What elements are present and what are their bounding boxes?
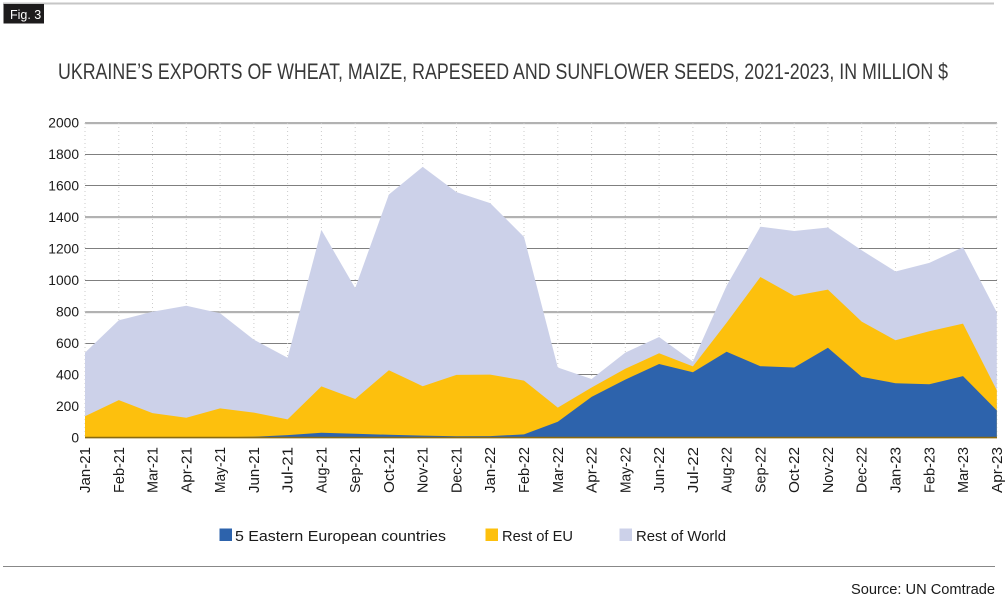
svg-text:Jun-22: Jun-22 (652, 447, 668, 493)
svg-text:Feb-23: Feb-23 (922, 447, 938, 493)
svg-text:Mar-22: Mar-22 (551, 447, 567, 493)
svg-text:Oct-21: Oct-21 (382, 447, 398, 493)
svg-text:Feb-22: Feb-22 (517, 447, 533, 493)
svg-text:Jan-22: Jan-22 (483, 447, 499, 493)
svg-text:Jan-23: Jan-23 (889, 447, 905, 493)
svg-text:Sep-21: Sep-21 (348, 447, 364, 493)
svg-text:400: 400 (56, 367, 79, 382)
svg-text:Mar-21: Mar-21 (146, 447, 162, 493)
svg-text:Rest of EU: Rest of EU (502, 528, 573, 545)
svg-text:Jul-21: Jul-21 (281, 447, 297, 493)
svg-text:Nov-22: Nov-22 (821, 447, 837, 493)
svg-text:Mar-23: Mar-23 (956, 447, 972, 493)
svg-text:Dec-22: Dec-22 (855, 447, 871, 493)
svg-text:800: 800 (56, 305, 79, 320)
svg-text:Jan-21: Jan-21 (78, 447, 94, 493)
svg-text:Fig. 3: Fig. 3 (10, 8, 41, 22)
svg-text:Jun-21: Jun-21 (247, 447, 263, 493)
svg-text:600: 600 (56, 336, 79, 351)
svg-text:Aug-21: Aug-21 (314, 447, 330, 493)
svg-text:Nov-21: Nov-21 (416, 447, 432, 493)
svg-text:Dec-21: Dec-21 (450, 447, 466, 493)
svg-text:Apr-22: Apr-22 (585, 447, 601, 493)
svg-text:Apr-23: Apr-23 (990, 447, 1006, 493)
svg-text:Jul-22: Jul-22 (686, 447, 702, 493)
svg-text:May-22: May-22 (618, 447, 634, 493)
svg-text:Aug-22: Aug-22 (720, 447, 736, 493)
svg-text:200: 200 (56, 399, 79, 414)
svg-text:Source: UN Comtrade: Source: UN Comtrade (851, 581, 995, 598)
svg-text:2000: 2000 (48, 116, 79, 131)
svg-text:Rest of World: Rest of World (636, 528, 726, 545)
svg-text:1800: 1800 (48, 147, 79, 162)
svg-text:Oct-22: Oct-22 (787, 447, 803, 493)
svg-text:UKRAINE’S EXPORTS OF WHEAT, MA: UKRAINE’S EXPORTS OF WHEAT, MAIZE, RAPES… (58, 59, 948, 84)
svg-text:May-21: May-21 (213, 447, 229, 493)
svg-text:Sep-22: Sep-22 (753, 447, 769, 493)
svg-text:1200: 1200 (48, 242, 79, 257)
svg-text:0: 0 (71, 430, 79, 445)
svg-text:1600: 1600 (48, 179, 79, 194)
svg-text:Apr-21: Apr-21 (179, 447, 195, 493)
svg-text:Feb-21: Feb-21 (112, 447, 128, 493)
svg-text:5 Eastern European countries: 5 Eastern European countries (235, 528, 446, 545)
svg-text:1000: 1000 (48, 273, 79, 288)
svg-text:1400: 1400 (48, 210, 79, 225)
